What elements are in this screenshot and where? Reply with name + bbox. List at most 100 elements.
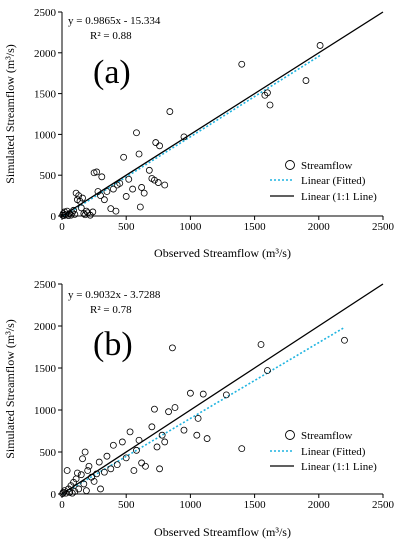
data-point <box>126 428 134 436</box>
x-tick-label: 2000 <box>308 499 331 511</box>
data-point <box>186 389 194 397</box>
x-tick-label: 1500 <box>244 499 267 511</box>
data-point <box>266 101 274 109</box>
data-point <box>118 438 126 446</box>
data-point <box>75 485 83 493</box>
data-point <box>180 133 188 141</box>
data-point <box>122 454 130 462</box>
data-point <box>133 446 140 454</box>
data-point <box>194 414 202 422</box>
x-axis-label: Observed Streamflow (m³/s) <box>154 525 291 539</box>
legend: Streamflow Linear (Fitted) Linear (1:1 Lin… <box>270 430 377 473</box>
x-tick-label: 0 <box>59 499 65 511</box>
y-axis-label: Simulated Streamflow (m³/s) <box>3 319 17 459</box>
x-tick-label: 1500 <box>244 221 267 233</box>
y-tick-label: 0 <box>51 489 57 501</box>
r-squared-label: R² = 0.88 <box>90 30 132 42</box>
data-point <box>135 150 143 158</box>
data-point <box>77 471 85 479</box>
data-point <box>154 179 162 186</box>
y-tick-label: 1000 <box>34 129 57 141</box>
data-point <box>109 185 117 193</box>
data-point <box>341 336 348 344</box>
data-point <box>89 208 97 216</box>
data-point <box>84 467 92 474</box>
data-point <box>302 77 310 84</box>
data-point <box>113 461 121 469</box>
data-point <box>156 142 163 150</box>
data-point <box>107 465 115 473</box>
data-point <box>109 441 117 449</box>
data-point <box>125 175 133 183</box>
legend-label-streamflow: Streamflow <box>301 160 352 172</box>
data-point <box>112 207 120 215</box>
data-point <box>98 173 106 181</box>
y-tick-label: 0 <box>51 211 57 223</box>
x-tick-label: 2500 <box>372 499 395 511</box>
x-tick-label: 0 <box>59 221 65 233</box>
y-tick-label: 2500 <box>34 7 57 19</box>
one-to-one-line <box>61 283 384 495</box>
data-point <box>85 462 93 470</box>
data-point <box>120 153 128 161</box>
y-tick-label: 1500 <box>34 89 57 101</box>
data-point <box>199 390 207 398</box>
data-point <box>81 448 89 456</box>
data-point <box>122 193 130 200</box>
data-point <box>151 405 158 413</box>
data-point <box>264 367 271 374</box>
data-point <box>261 91 269 99</box>
data-point <box>136 203 144 211</box>
data-point <box>97 485 104 493</box>
data-point <box>116 179 124 187</box>
legend-label-one-to-one: Linear (1:1 Line) <box>301 461 377 473</box>
data-point <box>79 194 86 202</box>
data-point <box>142 462 149 470</box>
y-tick-label: 2000 <box>34 48 57 60</box>
data-point <box>97 192 104 200</box>
data-point <box>138 459 146 467</box>
data-point <box>100 196 108 204</box>
x-tick-label: 500 <box>118 221 135 233</box>
data-point <box>148 423 156 431</box>
equation-label: y = 0.9032x - 3.7288 <box>68 289 161 301</box>
legend-label-fitted: Linear (Fitted) <box>301 175 366 187</box>
data-point <box>238 60 246 68</box>
data-point <box>161 181 169 189</box>
data-point <box>79 455 86 463</box>
data-point <box>82 207 90 215</box>
data-point <box>95 458 103 466</box>
x-tick-label: 2500 <box>372 221 395 233</box>
legend-label-one-to-one: Linear (1:1 Line) <box>301 191 377 203</box>
data-point <box>257 341 265 348</box>
y-tick-label: 500 <box>40 170 57 182</box>
panel-label: (a) <box>93 54 131 91</box>
data-point <box>153 443 161 451</box>
panel-a: 0 500 1000 1500 2000 2500 0 500 1000 1500 2000 2500… <box>3 7 395 260</box>
y-tick-label: 1000 <box>34 405 57 417</box>
data-point <box>90 477 98 485</box>
legend-marker-streamflow <box>285 430 295 440</box>
data-point <box>71 210 79 218</box>
data-point <box>156 465 163 473</box>
data-point <box>152 139 160 146</box>
y-tick-label: 2500 <box>34 279 57 291</box>
panel-label: (b) <box>93 326 133 363</box>
data-point <box>193 431 201 439</box>
data-point <box>316 42 324 49</box>
data-point <box>100 468 108 476</box>
data-point <box>74 469 81 477</box>
x-tick-label: 500 <box>118 499 135 511</box>
y-tick-label: 500 <box>40 447 57 459</box>
data-point <box>103 188 111 195</box>
legend-label-fitted: Linear (Fitted) <box>301 446 366 458</box>
one-to-one-line <box>61 11 384 217</box>
data-point <box>222 391 230 399</box>
data-point <box>133 129 140 137</box>
data-point <box>203 435 211 442</box>
data-point <box>158 431 166 439</box>
x-axis-label: Observed Streamflow (m³/s) <box>154 246 291 260</box>
data-point <box>63 467 71 474</box>
legend-label-streamflow: Streamflow <box>301 430 352 442</box>
panel-b: 0 500 1000 1500 2000 2500 0 500 1000 1500 2000 2500… <box>3 279 395 539</box>
